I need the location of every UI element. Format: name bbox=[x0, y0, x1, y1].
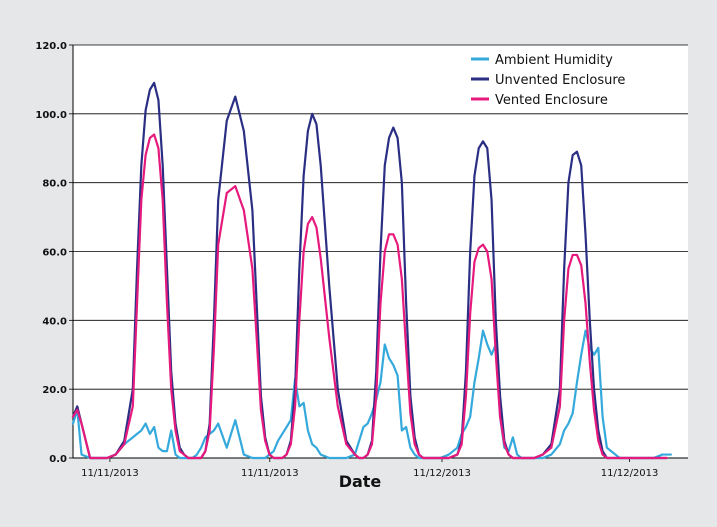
legend-label: Vented Enclosure bbox=[495, 93, 608, 108]
ytick-label: 120.0 bbox=[35, 41, 67, 52]
legend-label: Ambient Humidity bbox=[495, 53, 613, 68]
legend-label: Unvented Enclosure bbox=[495, 73, 625, 88]
series-line-vented-enclosure bbox=[71, 133, 668, 460]
xtick-label: 11/12/2013 bbox=[601, 468, 659, 479]
x-axis-title: Date bbox=[339, 472, 382, 491]
ytick-label: 40.0 bbox=[42, 316, 67, 327]
xtick-label: 11/11/2013 bbox=[81, 468, 139, 479]
ytick-label: 80.0 bbox=[42, 179, 67, 190]
ytick-label: 0.0 bbox=[49, 454, 67, 465]
xtick-label: 11/12/2013 bbox=[413, 468, 471, 479]
ytick-label: 100.0 bbox=[35, 110, 67, 121]
xtick-label: 11/11/2013 bbox=[241, 468, 299, 479]
ytick-label: 20.0 bbox=[42, 385, 67, 396]
ytick-label: 60.0 bbox=[42, 248, 67, 259]
